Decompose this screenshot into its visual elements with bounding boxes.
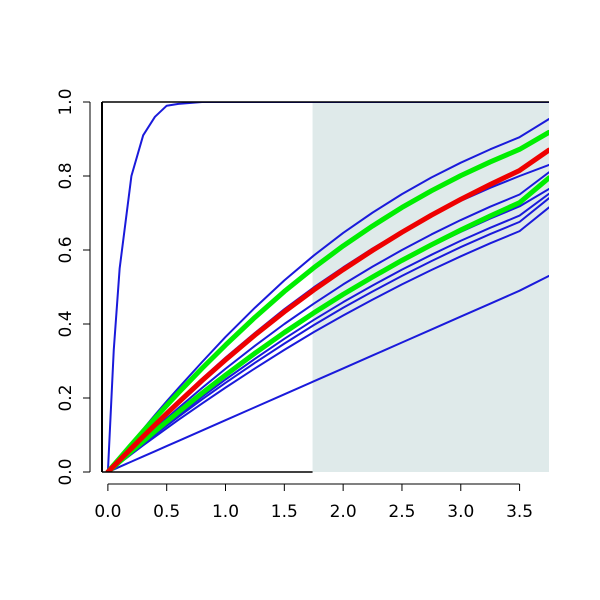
series-line-8	[106, 206, 549, 472]
shaded-region	[312, 102, 549, 472]
y-tick-label: 0.0	[56, 458, 76, 485]
y-tick-label: 0.4	[56, 310, 76, 337]
series-layer	[105, 102, 549, 472]
x-tick-label: 0.5	[153, 502, 180, 522]
tick-layer: 0.0 0.5 1.0 1.5 2.0 2.5 3.0 3.5 0.0 0.2 0.4 0.6 0.8 1…	[56, 88, 533, 522]
series-line-12	[105, 147, 549, 472]
x-tick-label: 1.5	[271, 502, 298, 522]
x-tick-label: 1.0	[212, 502, 239, 522]
series-line-1	[106, 102, 549, 472]
x-tick-label: 3.0	[447, 502, 474, 522]
series-line-9	[106, 274, 549, 472]
x-tick-label: 2.5	[388, 502, 415, 522]
series-line-10	[105, 129, 549, 472]
axes-layer	[101, 101, 549, 473]
y-tick-label: 0.2	[56, 384, 76, 411]
y-tick-label: 0.6	[56, 236, 76, 263]
x-tick-label: 3.5	[506, 502, 533, 522]
y-tick-label: 1.0	[56, 88, 76, 115]
shaded-region-layer	[312, 102, 549, 472]
x-tick-label: 0.0	[94, 502, 121, 522]
series-line-11	[105, 175, 549, 472]
x-tick-label: 2.0	[330, 502, 357, 522]
y-tick-label: 0.8	[56, 162, 76, 189]
